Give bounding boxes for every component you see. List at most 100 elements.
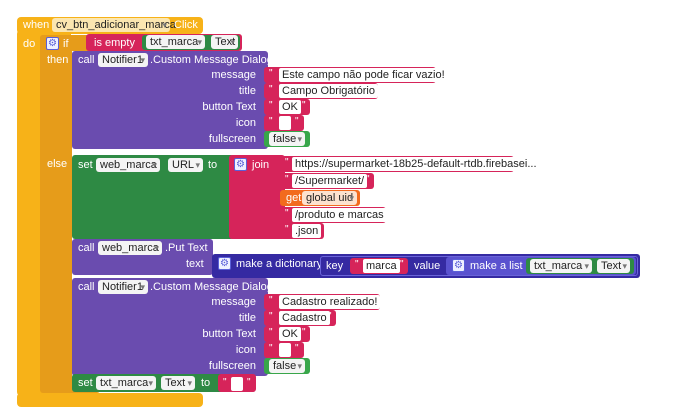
if-label: if — [63, 38, 69, 50]
quote-close: " — [372, 295, 376, 306]
event-name-label: Click — [174, 19, 198, 31]
set-url-to-label: to — [208, 159, 218, 171]
join-label: join — [252, 159, 270, 171]
quote-close: " — [302, 100, 306, 111]
notifier2-call-label: call — [78, 281, 95, 293]
quote-open: " — [285, 157, 289, 168]
set-clear-component-dropdown[interactable]: txt_marca — [96, 376, 156, 390]
quote-close: " — [302, 327, 306, 338]
notifier2-fullscreen-dropdown[interactable]: false — [269, 359, 305, 373]
notifier2-fullscreen-label: fullscreen — [208, 360, 256, 372]
notifier1-button-text-label: button Text — [202, 101, 256, 113]
gear-icon[interactable]: ⚙ — [452, 259, 465, 272]
put-text-call-label: call — [78, 242, 95, 254]
quote-close: " — [295, 116, 299, 127]
if-block-spine — [40, 35, 72, 391]
join-part-1-value[interactable]: https://supermarket-18b25-default-rtdb.f… — [292, 157, 540, 171]
notifier1-method-label: .Custom Message Dialog — [150, 54, 273, 66]
quote-open: " — [285, 174, 289, 185]
set-clear-value[interactable] — [231, 377, 243, 391]
gear-icon[interactable]: ⚙ — [218, 257, 231, 270]
condition-component-dropdown[interactable]: txt_marca — [146, 35, 205, 49]
quote-close: " — [328, 311, 332, 322]
quote-open: " — [269, 343, 273, 354]
set-url-property-dropdown[interactable]: URL — [168, 158, 203, 172]
quote-close: " — [247, 377, 251, 388]
condition-property-dropdown[interactable]: Text — [211, 35, 238, 49]
quote-open: " — [269, 311, 273, 322]
quote-close: " — [506, 157, 510, 168]
quote-open: " — [269, 68, 273, 79]
notifier1-call-block[interactable] — [72, 51, 268, 149]
do-label: do — [23, 38, 36, 50]
pair-key-label: key — [326, 260, 344, 272]
notifier2-icon-value[interactable] — [279, 343, 291, 357]
quote-close: " — [295, 343, 299, 354]
notifier2-message-value[interactable]: Cadastro realizado! — [279, 295, 381, 309]
notifier1-call-label: call — [78, 54, 95, 66]
join-part-2-value[interactable]: /Supermarket/ — [292, 174, 368, 188]
quote-open: " — [269, 295, 273, 306]
quote-close: " — [316, 224, 320, 235]
set-clear-property-dropdown[interactable]: Text — [161, 376, 195, 390]
notifier1-fullscreen-label: fullscreen — [208, 133, 256, 145]
notifier2-icon-label: icon — [235, 344, 256, 356]
quote-close: " — [370, 84, 374, 95]
quote-open: " — [269, 100, 273, 111]
notifier1-message-label: message — [211, 69, 256, 81]
pair-value-label: value — [414, 260, 441, 272]
make-dictionary-label: make a dictionary — [236, 258, 323, 270]
notifier2-call-block[interactable] — [72, 278, 268, 376]
put-text-component-dropdown[interactable]: web_marca — [98, 241, 162, 255]
quote-open: " — [269, 327, 273, 338]
notifier1-message-value[interactable]: Este campo não pode ficar vazio! — [279, 68, 448, 82]
global-uid-dropdown[interactable]: global uid — [302, 191, 357, 205]
notifier1-icon-value[interactable] — [279, 116, 291, 130]
when-label: when — [23, 19, 50, 31]
notifier2-button-text-label: button Text — [202, 328, 256, 340]
set-clear-label: set — [78, 377, 93, 389]
quote-close: " — [400, 259, 404, 270]
quote-open: " — [223, 377, 227, 388]
notifier2-message-label: message — [211, 296, 256, 308]
notifier1-icon-label: icon — [235, 117, 256, 129]
quote-close: " — [428, 68, 432, 79]
set-clear-to-label: to — [201, 377, 211, 389]
gear-icon[interactable]: ⚙ — [46, 37, 59, 50]
notifier2-method-label: .Custom Message Dialog — [150, 281, 273, 293]
make-list-label: make a list — [470, 260, 523, 272]
if-block-footer — [40, 386, 100, 393]
notifier1-button-text-value[interactable]: OK — [279, 100, 301, 114]
event-component-dropdown[interactable]: cv_btn_adicionar_marca — [52, 18, 176, 32]
pair-key-value[interactable]: marca — [363, 259, 400, 273]
join-part-3-value[interactable]: /produto e marcas — [292, 208, 387, 222]
notifier2-title-value[interactable]: Cadastro — [279, 311, 330, 325]
notifier2-title-label: title — [238, 312, 256, 324]
quote-close: " — [366, 174, 370, 185]
quote-open: " — [269, 116, 273, 127]
put-text-text-label: text — [186, 258, 204, 270]
notifier2-button-text-value[interactable]: OK — [279, 327, 301, 341]
notifier1-fullscreen-dropdown[interactable]: false — [269, 132, 305, 146]
quote-open: " — [285, 224, 289, 235]
quote-close: " — [378, 208, 382, 219]
gear-icon[interactable]: ⚙ — [234, 158, 247, 171]
list-component-dropdown[interactable]: txt_marca — [530, 259, 592, 273]
notifier1-title-label: title — [238, 85, 256, 97]
set-url-component-dropdown[interactable]: web_marca — [96, 158, 160, 172]
notifier2-component-dropdown[interactable]: Notifier1 — [98, 280, 148, 294]
quote-open: " — [355, 259, 359, 270]
set-url-label: set — [78, 159, 93, 171]
else-label: else — [47, 158, 68, 170]
put-text-method-label: .Put Text — [165, 242, 208, 254]
join-part-4-value[interactable]: .json — [292, 224, 322, 238]
get-label: get — [286, 192, 302, 204]
then-label: then — [47, 54, 69, 66]
notifier1-title-value[interactable]: Campo Obrigatório — [279, 84, 378, 98]
notifier1-component-dropdown[interactable]: Notifier1 — [98, 53, 148, 67]
quote-open: " — [269, 84, 273, 95]
event-block-footer — [17, 393, 203, 407]
list-property-dropdown[interactable]: Text — [597, 259, 630, 273]
is-empty-label: is empty — [94, 37, 135, 49]
quote-open: " — [285, 208, 289, 219]
